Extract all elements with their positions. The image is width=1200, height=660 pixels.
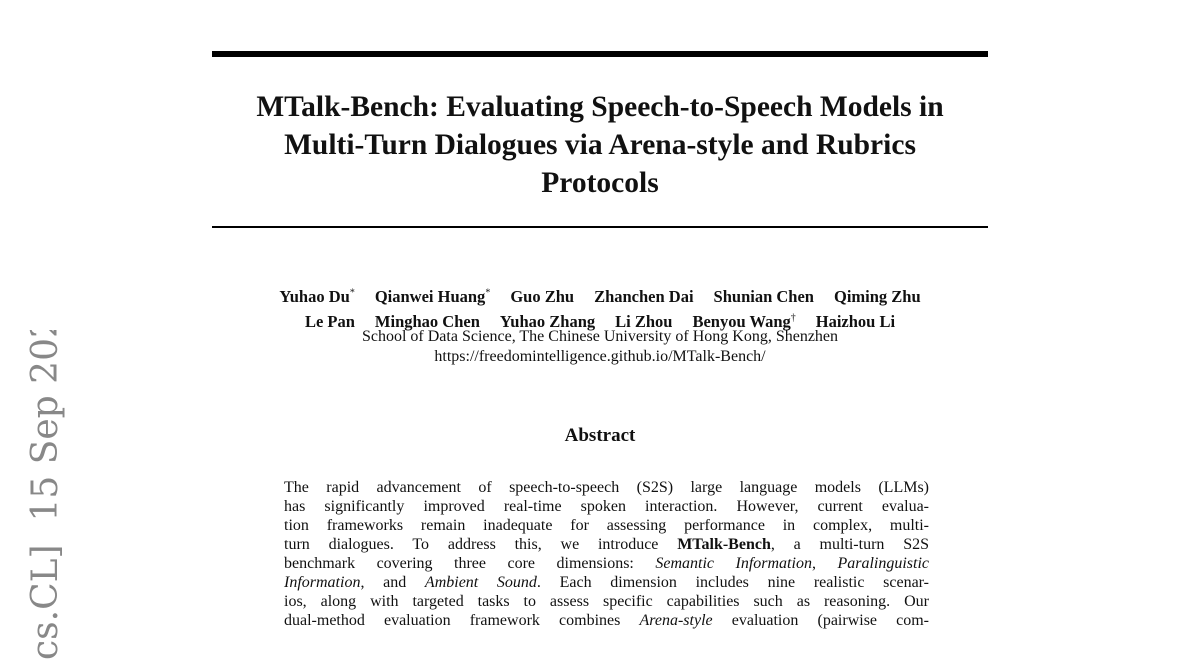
abstract-text: Paralinguistic [837,555,930,572]
abstract-text: has significantly improved real-time spo… [284,498,929,515]
abstract-heading: Abstract [564,425,636,446]
author-name: Minghao Chen [374,312,480,331]
title-bottom-rule [212,226,988,228]
abstract-text: evaluation (pairwise com- [712,612,930,629]
abstract-text: The rapid advancement of speech-to-speec… [284,479,929,496]
abstract-text: turn dialogues. To address this, we intr… [284,536,678,553]
abstract-text: , a multi-turn S2S [770,536,930,553]
authors-row: Le Pan Minghao Chen Yuhao Zhang Li Zhou Beny… [200,308,1000,334]
author-name: Li Zhou [615,312,673,331]
abstract-text: , and [360,574,425,591]
abstract-line: The rapid advancement of speech-to-speec… [284,478,929,497]
authors-row: Yuhao Du* Qianwei Huang* Guo Zhu Zhanchen D… [200,282,1000,308]
author-name: Yuhao Zhang [499,312,596,331]
affiliation-block: School of Data Science, The Chinese Univ… [200,327,1000,367]
author-mark: * [349,287,355,298]
abstract-line: ios, along with targeted tasks to assess… [284,592,929,611]
author-name: Qiming Zhu [833,286,921,306]
abstract-text: . Each dimension includes nine realistic… [536,574,929,591]
title-top-rule [212,51,988,57]
paper-title: MTalk-Bench: Evaluating Speech-to-Speech… [200,88,1000,202]
abstract-text: dual-method evaluation framework combine… [284,612,640,629]
project-url[interactable]: https://freedomintelligence.github.io/MT… [434,348,766,365]
author-mark: † [790,312,796,324]
abstract-line: turn dialogues. To address this, we intr… [284,535,929,554]
abstract-text: Semantic Information [655,555,812,572]
author-name: Benyou Wang† [692,312,796,331]
abstract-text: tion frameworks remain inadequate for as… [284,517,929,534]
abstract-text: MTalk-Bench [677,536,771,553]
abstract-text: Ambient Sound [424,574,537,591]
abstract-body: The rapid advancement of speech-to-speec… [284,478,929,630]
arxiv-side-stamp: cs.CL] 15 Sep 2025 [22,330,70,660]
arxiv-stamp-text: cs.CL] 15 Sep 2025 [25,330,66,660]
author-name: Le Pan [304,312,355,331]
author-mark: * [485,287,491,298]
abstract-text: Arena-style [639,612,713,629]
abstract-line: benchmark covering three core dimensions… [284,554,929,573]
title-line: Multi-Turn Dialogues via Arena-style and… [284,129,916,161]
abstract-line: Information, and Ambient Sound. Each dim… [284,573,929,592]
abstract-text: ios, along with targeted tasks to assess… [284,593,929,610]
author-list: Yuhao Du* Qianwei Huang* Guo Zhu Zhanchen D… [200,282,1000,333]
author-name: Haizhou Li [815,312,896,331]
abstract-text: benchmark covering three core dimensions… [284,555,656,572]
affiliation: School of Data Science, The Chinese Univ… [361,328,839,345]
abstract-line: has significantly improved real-time spo… [284,497,929,516]
title-line: Protocols [541,167,659,199]
abstract-text: Information [284,574,361,591]
author-name: Guo Zhu [510,286,575,306]
title-line: MTalk-Bench: Evaluating Speech-to-Speech… [256,91,944,123]
author-name: Zhanchen Dai [594,286,694,306]
author-name: Qianwei Huang* [374,286,491,306]
author-name: Shunian Chen [713,286,814,306]
abstract-line: dual-method evaluation framework combine… [284,611,929,630]
abstract-line: tion frameworks remain inadequate for as… [284,516,929,535]
author-name: Yuhao Du* [279,286,355,306]
abstract-text: , [811,555,838,572]
